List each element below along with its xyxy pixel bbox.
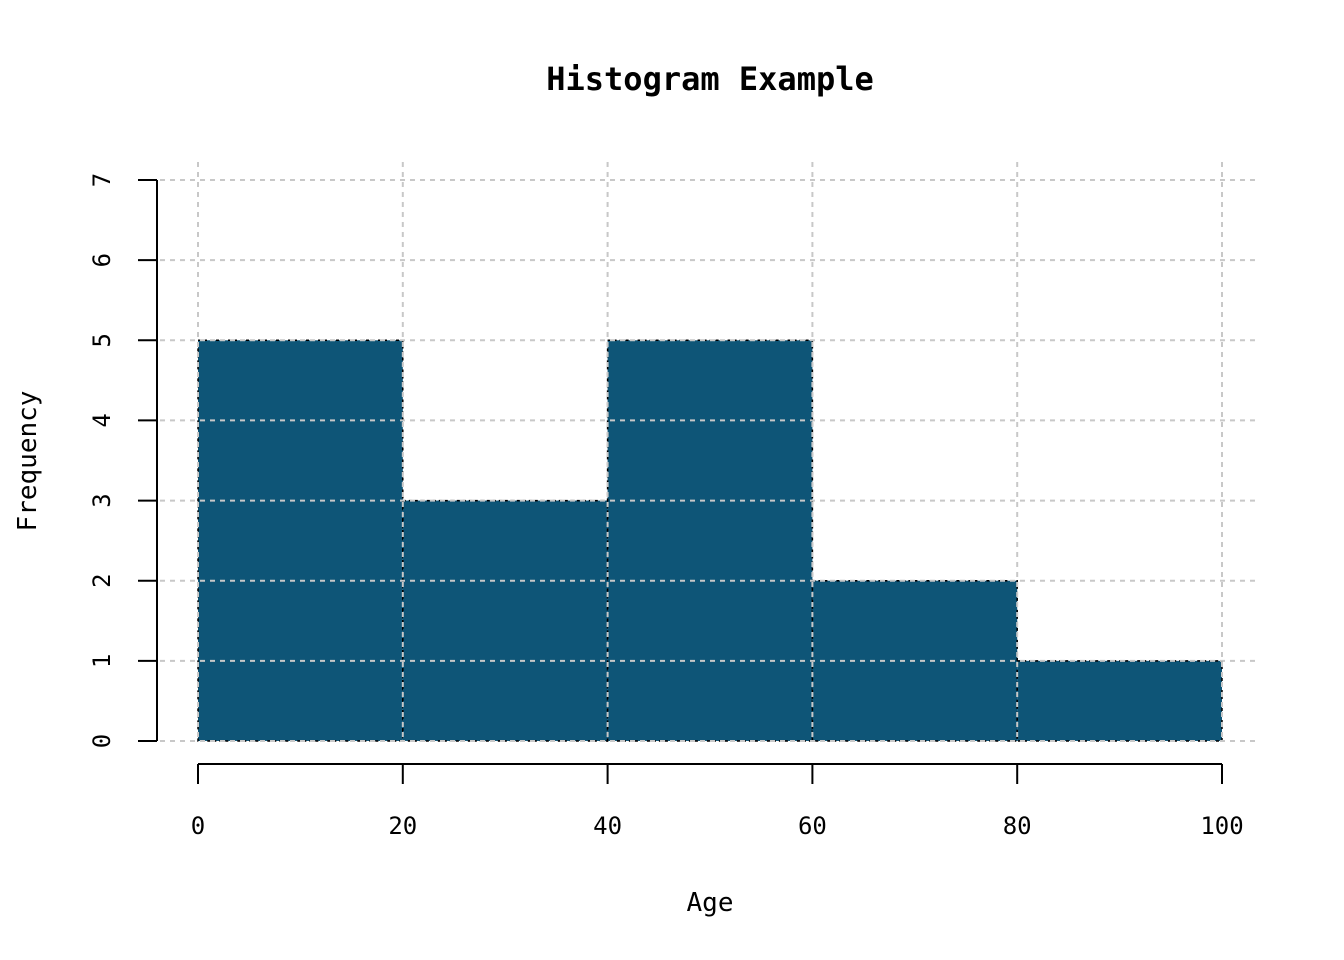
- x-tick-label: 60: [798, 812, 827, 840]
- y-tick-label: 3: [88, 493, 116, 507]
- y-tick-label: 2: [88, 573, 116, 587]
- x-tick-label: 40: [593, 812, 622, 840]
- histogram-bar: [1016, 660, 1223, 742]
- x-tick-label: 0: [191, 812, 205, 840]
- x-tick-label: 80: [1003, 812, 1032, 840]
- y-tick-label: 6: [88, 253, 116, 267]
- y-tick-label: 7: [88, 173, 116, 187]
- y-tick-label: 5: [88, 333, 116, 347]
- y-tick-label: 1: [88, 654, 116, 668]
- chart-title: Histogram Example: [546, 60, 874, 98]
- y-tick-label: 4: [88, 413, 116, 427]
- histogram-bar: [606, 339, 814, 742]
- x-tick-label: 100: [1200, 812, 1243, 840]
- histogram-bar: [402, 499, 609, 742]
- y-axis: 0 1 2 3 4 5 6 7: [88, 173, 158, 748]
- x-tick-label: 20: [388, 812, 417, 840]
- y-tick-label: 0: [88, 734, 116, 748]
- y-axis-label: Frequency: [13, 391, 43, 532]
- grid-lines: [160, 162, 1260, 742]
- bars: [197, 339, 1223, 742]
- x-axis-label: Age: [687, 888, 734, 918]
- x-axis: 0 20 40 60 80 100: [191, 763, 1244, 840]
- histogram-bar: [197, 339, 404, 742]
